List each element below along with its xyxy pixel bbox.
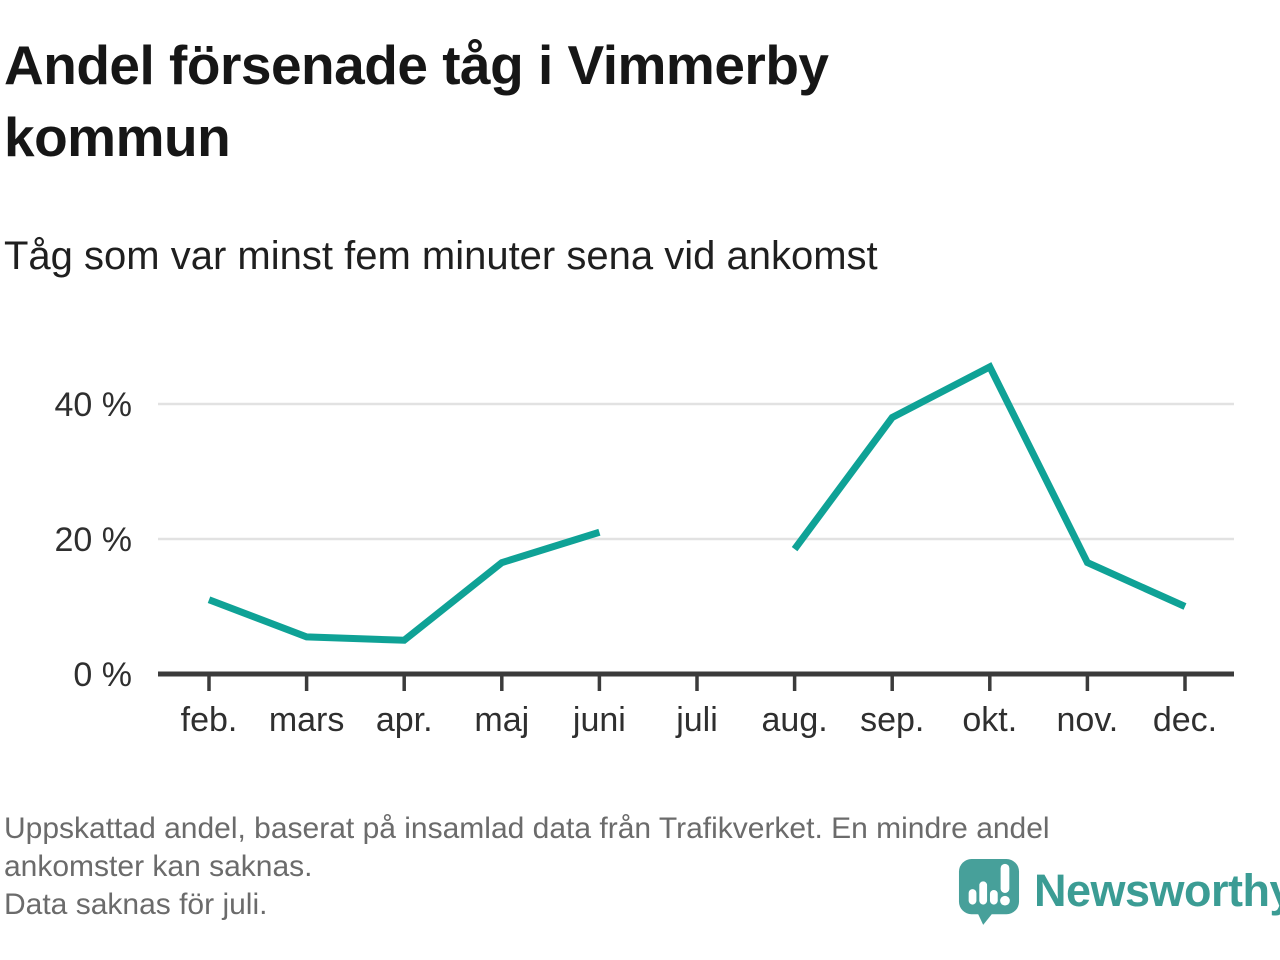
newsworthy-speech-bubble-bar-chart-icon: [958, 859, 1020, 925]
footnote-line: Data saknas för juli.: [4, 888, 268, 921]
y-tick-label: 40 %: [55, 386, 133, 424]
chart-title: Andel försenade tåg i Vimmerby kommun: [4, 34, 829, 168]
newsworthy-logo-text: Newsworthy: [1034, 865, 1280, 916]
footnote-line: ankomster kan saknas.: [4, 850, 313, 883]
x-tick-label: nov.: [1057, 701, 1119, 739]
data-line-segment: [207, 528, 601, 644]
footnote: Uppskattad andel, baserat på insamlad da…: [4, 810, 1050, 924]
data-line-segment: [791, 362, 1187, 610]
footnote-line: Uppskattad andel, baserat på insamlad da…: [4, 812, 1050, 845]
y-tick-label: 0 %: [73, 656, 132, 694]
y-tick-label: 20 %: [55, 521, 133, 559]
x-tick-label: juni: [572, 701, 626, 739]
x-tick-label: maj: [474, 701, 529, 739]
x-tick-label: mars: [269, 701, 345, 739]
x-tick-label: aug.: [762, 701, 828, 739]
x-tick-label: okt.: [962, 701, 1017, 739]
x-tick-label: apr.: [376, 701, 433, 739]
chart-subtitle: Tåg som var minst fem minuter sena vid a…: [4, 234, 878, 278]
x-tick-label: juli: [675, 701, 718, 739]
x-tick-label: feb.: [181, 701, 238, 739]
x-tick-label: dec.: [1153, 701, 1217, 739]
x-tick-label: sep.: [860, 701, 924, 739]
newsworthy-logo: Newsworthy: [958, 856, 1280, 926]
